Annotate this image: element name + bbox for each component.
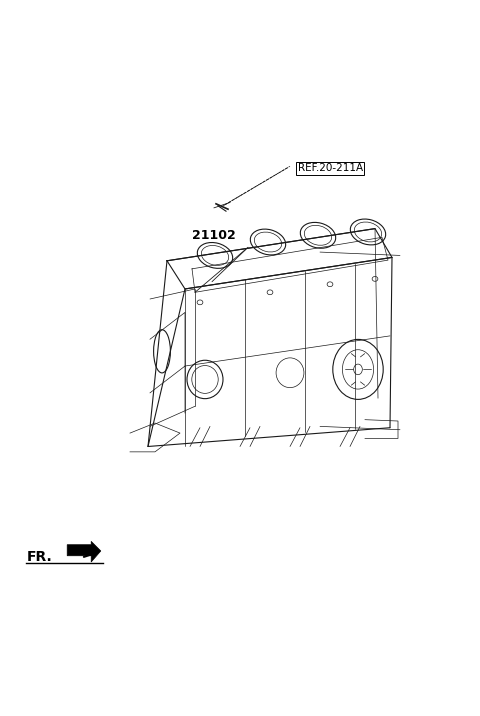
Polygon shape bbox=[67, 541, 101, 562]
Text: FR.: FR. bbox=[26, 550, 52, 564]
Text: 21102: 21102 bbox=[192, 229, 236, 242]
Text: REF.20-211A: REF.20-211A bbox=[298, 163, 363, 173]
